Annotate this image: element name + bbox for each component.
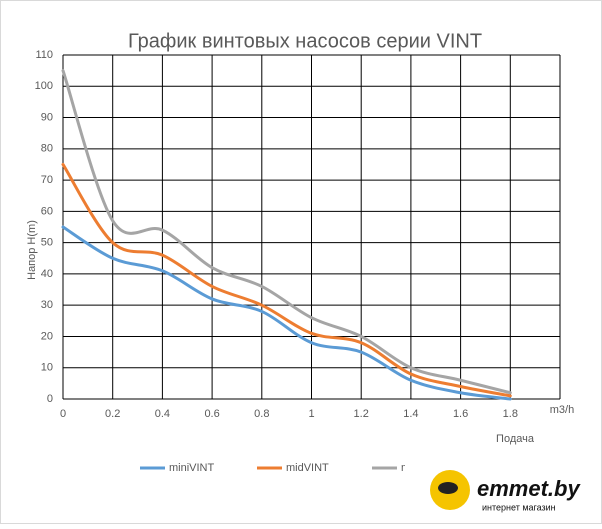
x-tick-label: 0.4 (155, 408, 170, 420)
x-unit-label: m3/h (550, 404, 574, 416)
y-tick-label: 30 (41, 299, 53, 311)
watermark-tagline: интернет магазин (482, 502, 556, 512)
watermark-brand: emmet.by (477, 476, 581, 501)
x-tick-label: 0.2 (105, 408, 120, 420)
x-axis-label: Подача (496, 433, 535, 445)
x-tick-label: 0 (60, 408, 66, 420)
watermark: emmet.by интернет магазин (405, 462, 600, 520)
y-tick-label: 40 (41, 268, 53, 280)
x-tick-label: 0.6 (204, 408, 219, 420)
series-line (61, 69, 512, 395)
y-tick-label: 70 (41, 174, 53, 186)
y-tick-label: 90 (41, 111, 53, 123)
y-tick-label: 80 (41, 143, 53, 155)
x-tick-label: 1.2 (354, 408, 369, 420)
x-tick-label: 1.8 (503, 408, 518, 420)
x-tick-label: 1.6 (453, 408, 468, 420)
legend-label: midVINT (286, 462, 329, 474)
x-tick-label: 1 (308, 408, 314, 420)
y-tick-label: 110 (35, 49, 53, 61)
watermark-logo-bee (438, 482, 458, 494)
lines (61, 69, 512, 401)
chart-title: График винтовых насосов серии VINT (128, 30, 482, 52)
x-tick-label: 0.8 (254, 408, 269, 420)
legend-label: miniVINT (169, 462, 215, 474)
y-tick-label: 50 (41, 237, 53, 249)
y-tick-label: 100 (35, 80, 53, 92)
series-line (61, 225, 512, 401)
series-line (61, 162, 512, 398)
y-axis-label: Напор H(m) (26, 220, 38, 280)
y-tick-label: 60 (41, 205, 53, 217)
legend: miniVINTmidVINTmaxVINT (140, 462, 447, 474)
y-tick-label: 10 (41, 362, 53, 374)
y-tick-label: 0 (47, 393, 53, 405)
y-tick-label: 20 (41, 330, 53, 342)
x-tick-label: 1.4 (403, 408, 418, 420)
